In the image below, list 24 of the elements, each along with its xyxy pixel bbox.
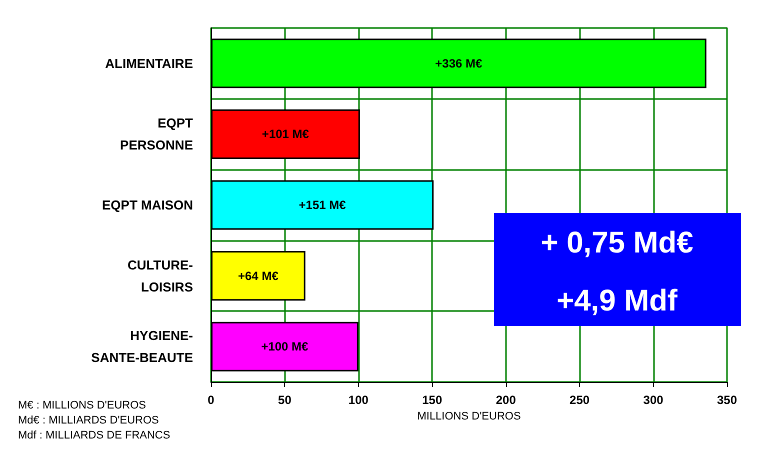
data-label: +151 M€ xyxy=(298,198,346,212)
text: M€ : MILLIONS D'EUROS xyxy=(18,400,146,412)
y-tick-label: HYGIENE- SANTE-BEAUTE xyxy=(91,328,194,366)
annotation: + 0,75 Md€ xyxy=(540,226,694,260)
annotation: +4,9 Mdf xyxy=(556,284,678,318)
x-axis-title: MILLIONS D'EUROS xyxy=(417,410,521,422)
y-tick-label: EQPT PERSONNE xyxy=(120,116,194,153)
x-tick-label: 0 xyxy=(208,393,215,407)
x-tick-label: 150 xyxy=(422,393,442,407)
text: Mdf : MILLIARDS DE FRANCS xyxy=(18,430,170,442)
x-tick-label: 50 xyxy=(278,393,292,407)
x-tick-label: 100 xyxy=(348,393,369,407)
data-label: +100 M€ xyxy=(261,340,309,354)
x-tick-label: 300 xyxy=(643,393,664,407)
y-tick-label: CULTURE- LOISIRS xyxy=(128,257,194,294)
text: Md€ : MILLIARDS D'EUROS xyxy=(18,414,159,426)
data-label: +336 M€ xyxy=(435,56,483,70)
data-label: +64 M€ xyxy=(238,268,279,283)
data-label: +101 M€ xyxy=(262,127,310,142)
x-tick-label: 250 xyxy=(570,393,590,407)
x-tick-label: 350 xyxy=(716,393,738,407)
y-tick-label: EQPT MAISON xyxy=(102,198,193,212)
y-tick-label: ALIMENTAIRE xyxy=(105,56,194,71)
x-tick-label: 200 xyxy=(496,393,516,407)
